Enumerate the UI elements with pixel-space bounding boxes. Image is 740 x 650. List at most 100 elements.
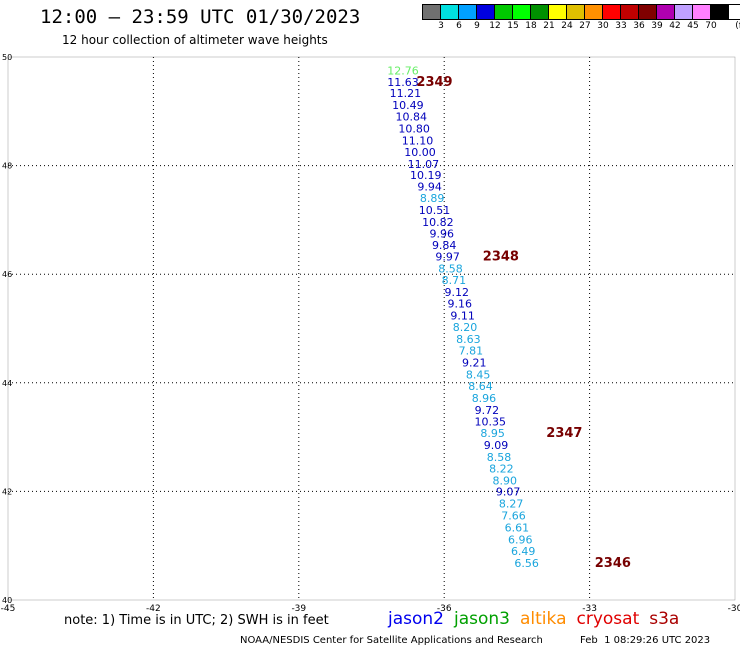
legend-swatch	[621, 5, 639, 19]
legend-swatch	[603, 5, 621, 19]
legend-tick-label: 9	[474, 21, 480, 31]
wave-height-label: 8.95	[480, 427, 505, 440]
wave-height-label: 8.90	[493, 474, 518, 487]
wave-height-label: 8.22	[489, 462, 514, 475]
legend-tick-label: 15	[507, 21, 519, 31]
lon-tick-label: -36	[437, 604, 452, 614]
wave-height-label: 9.84	[432, 239, 457, 252]
footer-credit: NOAA/NESDIS Center for Satellite Applica…	[240, 635, 543, 646]
time-marker-label: 2347	[546, 426, 582, 441]
wave-height-label: 6.96	[508, 534, 533, 547]
wave-height-label: 10.82	[422, 216, 454, 229]
legend-tick-label: 39	[651, 21, 663, 31]
wave-height-label: 10.80	[398, 122, 430, 135]
wave-height-label: 9.12	[445, 286, 470, 299]
legend-tick-label: 18	[525, 21, 537, 31]
legend-swatch	[423, 5, 441, 19]
wave-height-label: 6.56	[514, 557, 539, 570]
satellite-label-s3a: s3a	[649, 609, 680, 629]
satellite-label-jason2: jason2	[388, 609, 444, 629]
wave-height-label: 10.00	[404, 146, 436, 159]
wave-height-label: 10.35	[474, 416, 506, 429]
time-marker-label: 2346	[595, 556, 631, 571]
wave-height-label: 11.10	[402, 134, 434, 147]
legend-tick-label: 3	[438, 21, 444, 31]
footer-timestamp: Feb 1 08:29:26 UTC 2023	[580, 635, 711, 646]
wave-height-label: 11.63	[387, 76, 419, 89]
legend-swatch	[675, 5, 693, 19]
legend-swatch	[441, 5, 459, 19]
wave-height-label: 8.20	[453, 321, 478, 334]
page-title: 12:00 — 23:59 UTC 01/30/2023	[40, 6, 361, 28]
time-markers: 2349 2348 2347 2346	[416, 75, 631, 571]
wave-height-label: 7.81	[459, 345, 484, 358]
wave-height-label: 9.72	[475, 404, 500, 417]
lat-tick-label: 50	[2, 53, 12, 62]
time-marker-label: 2349	[416, 75, 452, 90]
wave-height-label: 9.09	[484, 439, 509, 452]
legend-swatch	[531, 5, 549, 19]
legend-tick-label: 30	[597, 21, 609, 31]
lat-tick-label: 40	[2, 596, 12, 605]
wave-height-label: 7.66	[501, 510, 526, 523]
wave-height-label: 9.21	[462, 357, 487, 370]
legend-tick-label: 45	[687, 21, 699, 31]
time-marker-label: 2348	[483, 250, 519, 265]
map-frame	[7, 56, 736, 601]
legend-tick-label: 21	[543, 21, 555, 31]
legend-swatch	[477, 5, 495, 19]
wave-height-label: 11.21	[390, 87, 422, 100]
page-subtitle: 12 hour collection of altimeter wave hei…	[62, 33, 328, 47]
lat-tick-label: 46	[2, 270, 12, 279]
lon-tick-label: -45	[1, 604, 16, 614]
legend-swatch	[549, 5, 567, 19]
lat-tick-label: 42	[2, 487, 12, 496]
wave-height-label: 9.94	[417, 181, 442, 194]
wave-height-label: 8.96	[472, 392, 497, 405]
legend-tick-label: 6	[456, 21, 462, 31]
wave-height-label: 9.16	[447, 297, 472, 310]
wave-height-label: 8.58	[487, 451, 512, 464]
legend-tick-label: 36	[633, 21, 645, 31]
axis-labels: -45 -42 -39 -36 -33 -30 50 48 46 44 42 40	[1, 53, 740, 614]
lon-tick-label: -30	[728, 604, 740, 614]
wave-height-label: 9.07	[496, 486, 521, 499]
wave-height-label: 8.45	[466, 368, 491, 381]
legend-swatch	[711, 5, 729, 19]
satellite-label-cryosat: cryosat	[576, 609, 640, 629]
wave-height-label: 10.19	[410, 169, 442, 182]
legend-swatch	[495, 5, 513, 19]
satellite-label-altika: altika	[520, 609, 567, 629]
legend-swatch	[657, 5, 675, 19]
legend-tick-label: 27	[579, 21, 591, 31]
lon-tick-label: -42	[146, 604, 161, 614]
legend-swatch	[639, 5, 657, 19]
note-text: note: 1) Time is in UTC; 2) SWH is in fe…	[64, 613, 329, 628]
wave-height-label: 10.84	[395, 111, 427, 124]
lat-tick-label: 44	[2, 379, 12, 388]
legend-tick-label: 12	[489, 21, 501, 31]
satellite-label-jason3: jason3	[454, 609, 510, 629]
legend-tick-label: 42	[669, 21, 681, 31]
map-grid	[7, 56, 736, 601]
wave-height-label: 8.27	[499, 498, 524, 511]
legend-swatch	[693, 5, 711, 19]
wave-height-label: 6.49	[511, 545, 536, 558]
legend-unit: (ft)	[735, 21, 740, 31]
legend-tick-label: 70	[705, 21, 717, 31]
legend-swatch	[459, 5, 477, 19]
wave-height-label: 9.97	[435, 251, 460, 264]
wave-height-label: 10.51	[419, 204, 451, 217]
wave-height-label: 8.58	[438, 263, 463, 276]
wave-height-label: 8.89	[420, 192, 445, 205]
wave-height-label: 12.76	[387, 64, 419, 77]
lon-tick-label: -39	[291, 604, 306, 614]
lat-tick-label: 48	[2, 162, 12, 171]
legend-swatches	[422, 4, 740, 20]
legend-swatch	[513, 5, 531, 19]
legend-swatch	[567, 5, 585, 19]
wave-height-label: 9.11	[450, 309, 475, 322]
wave-height-label: 8.71	[442, 274, 467, 287]
